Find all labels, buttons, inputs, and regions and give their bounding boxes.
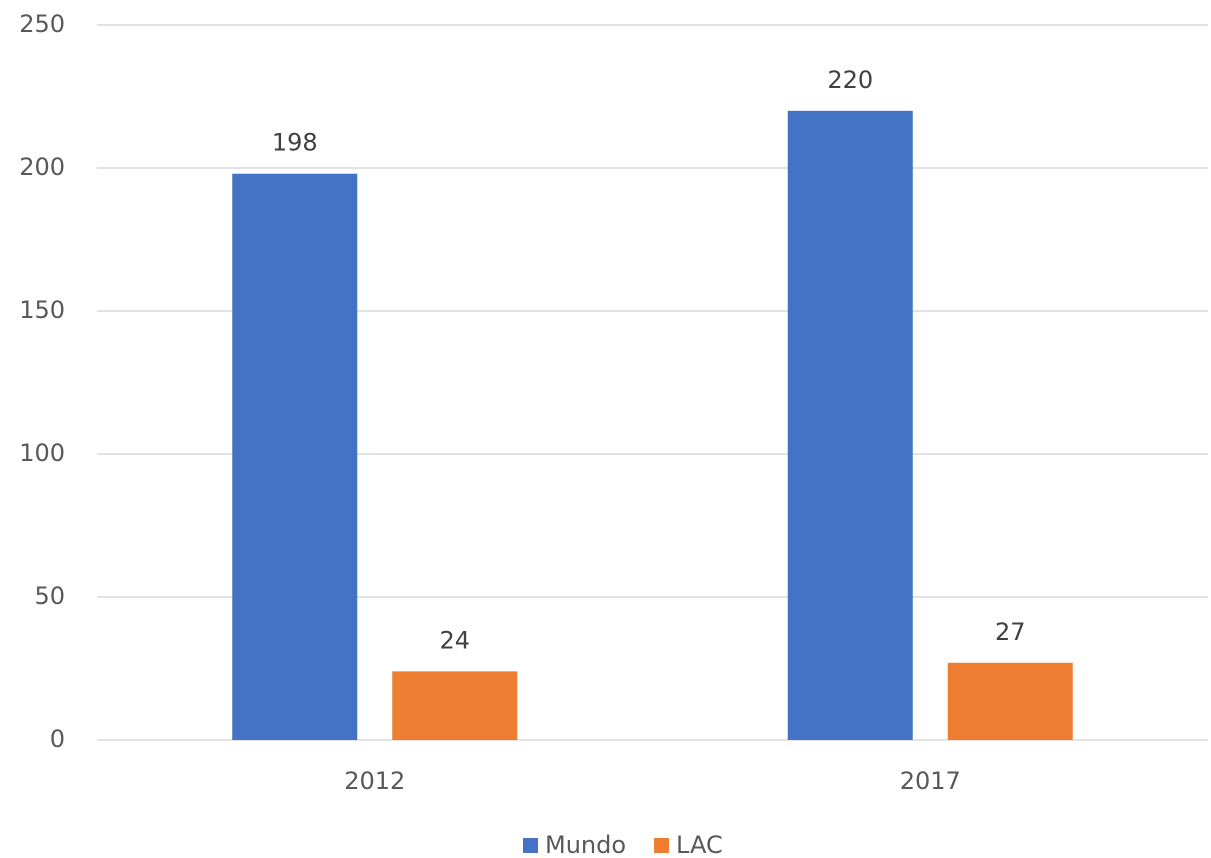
y-tick-label: 100 (19, 439, 65, 467)
y-tick-label: 0 (50, 725, 65, 753)
data-label: 198 (272, 129, 318, 157)
x-tick-label: 2017 (900, 767, 961, 795)
bar (947, 662, 1073, 740)
bar (787, 110, 913, 741)
y-tick-label: 250 (19, 10, 65, 38)
y-tick-label: 150 (19, 296, 65, 324)
y-tick-label: 50 (34, 582, 65, 610)
legend-label: LAC (676, 831, 723, 858)
legend-swatch (523, 838, 538, 853)
bar (232, 173, 358, 741)
data-label: 24 (439, 626, 470, 654)
legend-swatch (654, 838, 670, 853)
legend-label: Mundo (545, 831, 626, 858)
bar (392, 671, 518, 740)
y-tick-label: 200 (19, 153, 65, 181)
data-label: 27 (995, 618, 1026, 646)
x-tick-label: 2012 (344, 767, 405, 795)
data-label: 220 (827, 66, 873, 94)
